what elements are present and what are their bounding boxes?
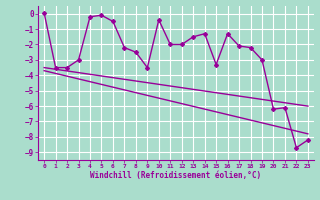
- X-axis label: Windchill (Refroidissement éolien,°C): Windchill (Refroidissement éolien,°C): [91, 171, 261, 180]
